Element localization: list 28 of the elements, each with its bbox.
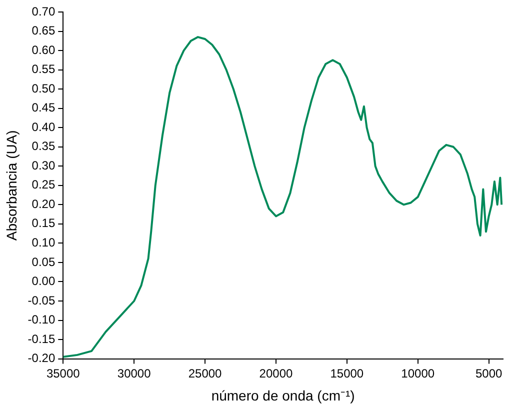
y-axis-title: Absorbancia (UA) [3,130,20,241]
x-tick-label: 15000 [330,366,364,380]
y-tick-label: 0.65 [32,24,56,38]
y-tick-label: -0.15 [28,332,56,346]
y-tick-label: 0.25 [32,178,56,192]
y-tick-label: 0.05 [32,254,56,269]
y-tick-label: 0.00 [32,274,56,288]
y-tick-label: 0.70 [32,4,56,18]
x-tick-label: 5000 [475,366,502,380]
x-tick-label: 20000 [259,366,293,380]
x-tick-label: 30000 [117,366,152,380]
y-tick-label: 0.40 [32,120,56,134]
y-tick-label: 0.30 [32,158,56,172]
y-tick-label: 0.60 [32,42,56,57]
x-tick-label: 35000 [46,366,80,380]
y-tick-label: 0.10 [32,236,56,250]
y-tick-label: -0.05 [28,293,56,308]
y-tick-label: 0.55 [32,62,56,76]
y-tick-label: -0.20 [28,351,56,366]
x-tick-label: 10000 [401,366,435,380]
x-tick-label: 25000 [188,366,222,380]
x-axis-title: número de onda (cm⁻¹) [211,387,355,404]
y-tick-label: 0.15 [32,216,56,230]
y-tick-label: 0.20 [32,196,56,211]
y-tick-label: 0.50 [32,81,56,96]
y-tick-label: 0.35 [32,139,56,154]
y-tick-label: 0.45 [32,100,56,115]
y-tick-label: -0.10 [28,312,56,327]
